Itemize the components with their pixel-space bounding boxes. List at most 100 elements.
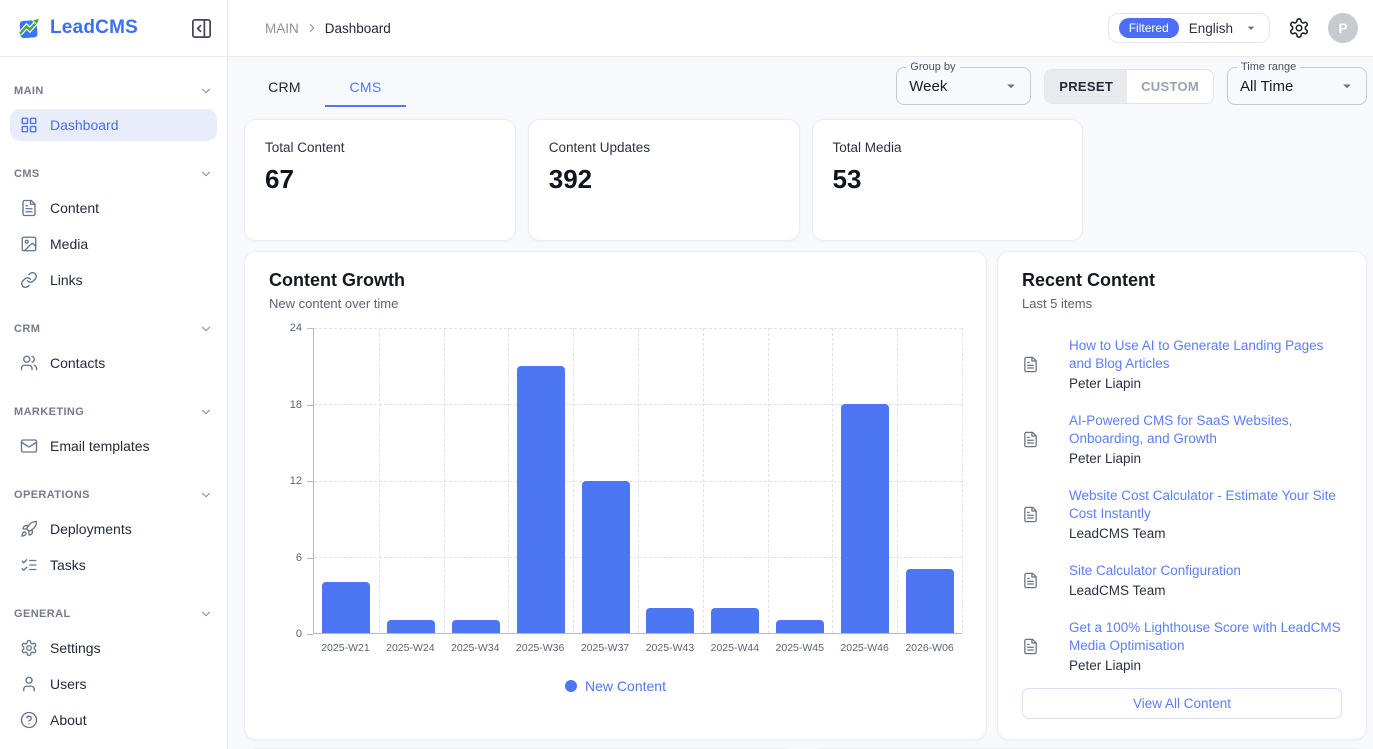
recent-item-author: Peter Liapin [1069,451,1142,466]
breadcrumb-root[interactable]: MAIN [265,20,299,36]
chevron-down-icon [199,405,213,419]
dashboard-tabs: CRM CMS [244,69,406,107]
chart-bar[interactable] [581,480,630,633]
chart-bar[interactable] [387,620,436,633]
sidebar-item-email-templates[interactable]: Email templates [10,430,217,462]
sidebar-item-deployments[interactable]: Deployments [10,513,217,545]
tab-cms[interactable]: CMS [325,69,406,107]
group-by-value: Week [909,77,948,95]
section-label: MAIN [14,85,44,97]
recent-item-link[interactable]: Website Cost Calculator - Estimate Your … [1069,488,1336,521]
chart-bar[interactable] [322,582,371,633]
list-item: AI-Powered CMS for SaaS Websites, Onboar… [1022,412,1342,467]
chart-bar[interactable] [776,620,824,633]
gridline [378,328,380,633]
sidebar-item-label: Tasks [50,557,86,573]
view-all-content-button[interactable]: View All Content [1022,688,1342,719]
group-by-select[interactable]: Group by Week [896,61,1032,105]
sidebar-item-media[interactable]: Media [10,228,217,260]
y-tick-label: 18 [289,398,302,411]
sidebar-item-links[interactable]: Links [10,264,217,296]
y-tick-mark [307,404,313,406]
content-growth-card: Content Growth New content over time 0 6 1… [244,251,987,740]
checklist-icon [20,556,38,574]
recent-item-link[interactable]: How to Use AI to Generate Landing Pages … [1069,338,1324,371]
app-logo[interactable]: LeadCMS [16,15,138,41]
preset-button[interactable]: PRESET [1045,69,1128,103]
sidebar-item-label: Users [50,676,87,692]
collapse-sidebar-icon[interactable] [190,17,213,40]
x-tick-label: 2025-W46 [840,642,889,654]
sidebar-item-dashboard[interactable]: Dashboard [10,109,217,141]
chart-bar[interactable] [516,366,565,633]
gridline [508,328,510,633]
sidebar-item-contacts[interactable]: Contacts [10,347,217,379]
link-icon [20,271,38,289]
section-label: CRM [14,323,41,335]
section-header-cms[interactable]: CMS [0,166,227,182]
section-header-main[interactable]: MAIN [0,83,227,99]
tab-crm[interactable]: CRM [268,79,301,95]
sidebar-item-label: Contacts [50,355,106,371]
chevron-down-icon [199,607,213,621]
recent-item-link[interactable]: Site Calculator Configuration [1069,563,1241,578]
sidebar-item-content[interactable]: Content [10,192,217,224]
chart-title: Content Growth [269,270,405,290]
stat-value: 392 [548,164,593,194]
sidebar-item-tasks[interactable]: Tasks [10,549,217,581]
section-label: OPERATIONS [14,489,90,501]
recent-item-link[interactable]: Get a 100% Lighthouse Score with LeadCMS… [1069,620,1341,653]
toolbar-controls: Group by Week PRESET CUSTOM Time range A… [896,61,1367,107]
chart-plot [313,328,963,634]
gridline [573,328,575,633]
avatar[interactable]: P [1328,13,1358,43]
y-tick-mark [307,634,313,635]
recent-item-link[interactable]: AI-Powered CMS for SaaS Websites, Onboar… [1069,413,1293,446]
time-range-value: All Time [1240,77,1294,95]
x-tick-label: 2025-W36 [515,642,565,654]
time-range-select[interactable]: Time range All Time [1227,61,1367,105]
stat-label: Total Content [265,140,345,155]
document-icon [1022,638,1039,655]
recent-item-author: Peter Liapin [1069,376,1142,391]
sidebar-item-settings[interactable]: Settings [10,632,217,664]
sidebar-item-users[interactable]: Users [10,668,217,700]
chart-bar[interactable] [646,607,695,633]
sidebar-section-operations: OPERATIONS Deployments Tasks [0,487,227,581]
document-icon [1022,431,1039,448]
section-label: GENERAL [14,608,71,620]
list-item: How to Use AI to Generate Landing Pages … [1022,337,1342,392]
x-tick-label: 2025-W45 [775,642,824,654]
mail-icon [20,437,38,455]
section-header-crm[interactable]: CRM [0,321,227,337]
filtered-badge: Filtered [1118,18,1179,38]
chevron-down-icon [199,167,213,181]
group-by-label: Group by [906,61,960,73]
section-header-marketing[interactable]: MARKETING [0,404,227,420]
top-header: LeadCMS MAIN Dashboard Filtered English … [0,0,1373,57]
y-tick-mark [307,557,313,559]
legend-dot-icon [565,680,578,692]
settings-gear-icon[interactable] [1288,17,1310,39]
sidebar-item-about[interactable]: About [10,704,217,736]
chevron-right-icon [305,21,319,35]
custom-button[interactable]: CUSTOM [1141,78,1199,94]
y-tick-label: 0 [295,628,302,640]
list-item: Site Calculator Configuration LeadCMS Te… [1022,562,1342,599]
chart-bar[interactable] [711,607,760,633]
recent-item-author: LeadCMS Team [1069,526,1166,541]
chart-bar[interactable] [905,569,954,633]
list-item: Website Cost Calculator - Estimate Your … [1022,487,1342,542]
user-icon [20,675,38,693]
legend-label: New Content [585,678,666,694]
chart-bar[interactable] [452,620,500,633]
language-selector[interactable]: Filtered English [1107,13,1270,43]
section-header-general[interactable]: GENERAL [0,606,227,622]
caret-down-icon [1338,77,1356,95]
y-tick-label: 12 [289,475,302,487]
gridline [962,328,963,633]
chart-bar[interactable] [840,404,889,633]
section-header-operations[interactable]: OPERATIONS [0,487,227,503]
sidebar-item-label: Deployments [50,521,132,537]
rocket-icon [20,520,38,538]
